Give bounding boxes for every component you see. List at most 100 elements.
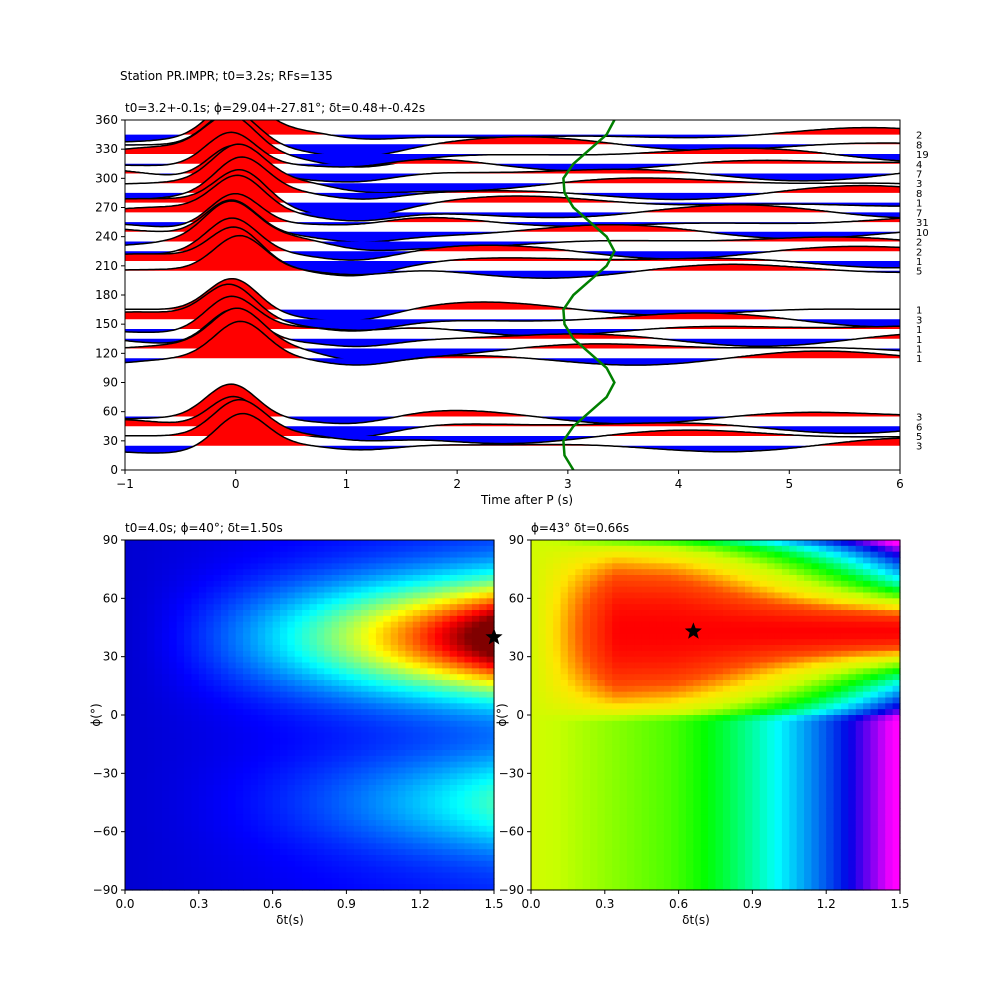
map-right-cell xyxy=(737,697,746,704)
map-left-cell xyxy=(346,569,355,576)
map-left-cell xyxy=(176,726,185,734)
map-left-cell xyxy=(471,837,480,844)
map-right-cell xyxy=(626,639,635,646)
map-right-cell xyxy=(730,563,739,570)
map-left-cell xyxy=(449,808,458,815)
map-right-cell xyxy=(634,878,643,885)
map-left-cell xyxy=(434,557,443,564)
map-left-cell xyxy=(132,720,141,728)
map-left-cell xyxy=(176,796,185,804)
map-left-cell xyxy=(198,569,207,576)
map-left-cell xyxy=(220,627,229,634)
map-left-cell xyxy=(265,872,274,879)
map-left-cell xyxy=(316,668,325,675)
map-right-cell xyxy=(685,703,694,710)
map-right-cell xyxy=(604,680,613,687)
map-right-cell xyxy=(737,720,746,728)
map-left-cell xyxy=(250,633,259,640)
map-right-cell xyxy=(641,744,650,751)
map-left-cell xyxy=(316,884,325,891)
map-left-cell xyxy=(464,860,473,868)
map-left-cell xyxy=(442,656,451,664)
map-left-cell xyxy=(346,755,355,763)
map-right-cell xyxy=(575,785,584,792)
map-left-cell xyxy=(250,738,259,745)
map-right-cell xyxy=(531,563,539,570)
map-left-cell xyxy=(412,703,421,710)
map-left-cell xyxy=(176,575,185,582)
map-left-cell xyxy=(191,732,200,739)
map-right-cell xyxy=(700,785,709,792)
map-left-cell xyxy=(471,575,480,582)
map-left-cell xyxy=(294,645,303,652)
map-right-cell xyxy=(531,802,539,809)
map-right-cell xyxy=(538,586,547,594)
map-right-cell xyxy=(693,691,702,699)
map-right-cell xyxy=(693,814,702,821)
map-left-cell xyxy=(427,866,436,874)
map-left-cell xyxy=(375,563,384,570)
map-left-cell xyxy=(479,808,488,815)
map-right-cell xyxy=(730,878,739,885)
map-right-cell xyxy=(619,691,628,699)
map-right-cell xyxy=(538,709,547,716)
map-right-cell xyxy=(737,639,746,646)
map-right-cell xyxy=(678,796,687,804)
map-left-cell xyxy=(235,843,244,850)
map-left-cell xyxy=(302,825,311,833)
map-left-cell xyxy=(316,697,325,704)
map-left-cell xyxy=(161,750,170,757)
map-right-cell xyxy=(641,715,650,722)
map-left-cell xyxy=(368,685,377,693)
map-left-cell xyxy=(368,814,377,821)
map-left-cell xyxy=(243,703,252,710)
map-left-cell xyxy=(125,709,133,716)
map-right-cell xyxy=(597,796,606,804)
map-left-cell xyxy=(154,557,163,564)
map-left-cell xyxy=(176,545,185,553)
map-right-cell xyxy=(575,820,584,827)
map-left-cell xyxy=(316,610,325,617)
map-left-cell xyxy=(442,802,451,809)
map-right-cell xyxy=(649,563,658,570)
map-right-cell xyxy=(545,814,554,821)
map-left-cell xyxy=(243,814,252,821)
map-right-cell xyxy=(619,884,628,891)
map-left-cell xyxy=(449,761,458,769)
map-right-cell xyxy=(737,703,746,710)
map-right-cell xyxy=(582,610,591,617)
map-left-cell xyxy=(449,557,458,564)
map-right-cell xyxy=(582,814,591,821)
map-right-cell xyxy=(722,878,731,885)
map-left-cell xyxy=(206,645,215,652)
map-left-cell xyxy=(405,866,414,874)
map-left-cell xyxy=(294,849,303,856)
map-left-cell xyxy=(198,680,207,687)
map-right-cell xyxy=(590,732,599,739)
rf-trace-line xyxy=(125,226,900,277)
map-right-cell xyxy=(531,767,539,774)
map-left-cell xyxy=(154,633,163,640)
map-right-cell xyxy=(641,645,650,652)
map-right-cell xyxy=(678,650,687,658)
map-right-cell xyxy=(626,755,635,763)
map-right-cell xyxy=(671,860,680,868)
map-right-cell xyxy=(730,580,739,588)
map-right-cell xyxy=(634,540,643,547)
map-left-cell xyxy=(213,755,222,763)
map-left-cell xyxy=(125,598,133,605)
map-left-cell xyxy=(346,726,355,734)
map-left-cell xyxy=(250,744,259,751)
map-right-cell xyxy=(663,551,672,559)
map-left-cell xyxy=(302,621,311,629)
map-left-cell xyxy=(390,697,399,704)
map-left-cell xyxy=(390,837,399,844)
map-left-cell xyxy=(398,569,407,576)
map-left-cell xyxy=(479,796,488,804)
map-right-cell xyxy=(649,855,658,862)
map-left-cell xyxy=(191,604,200,611)
map-left-cell xyxy=(405,551,414,559)
map-left-cell xyxy=(346,703,355,710)
map-left-cell xyxy=(228,709,237,716)
